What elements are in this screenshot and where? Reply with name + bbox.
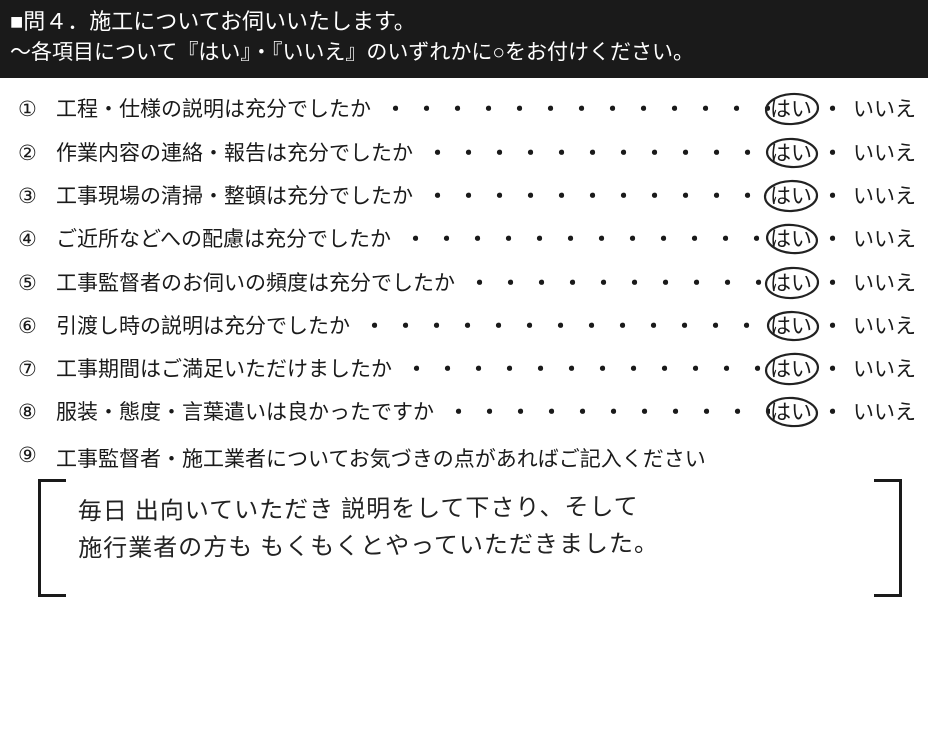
question-text: 工程・仕様の説明は充分でしたか: [56, 96, 371, 123]
answer-sep: ・: [822, 96, 843, 123]
answer-yes[interactable]: はい: [770, 270, 812, 297]
question-text: 工事監督者・施工業者についてお気づきの点があればご記入ください: [56, 443, 706, 473]
leader-dots: ・・・・・・・・・・・・・・・・・: [391, 226, 770, 253]
answer-yes[interactable]: はい: [770, 356, 812, 383]
question-number: ③: [18, 183, 56, 210]
answer-group: はい ・ いいえ: [770, 226, 916, 253]
question-text: 工事期間はご満足いただけましたか: [56, 356, 392, 383]
answer-yes-label: はい: [770, 272, 812, 295]
leader-dots: ・・・・・・・・・・・・・・・・・: [350, 313, 770, 340]
question-number: ⑥: [18, 313, 56, 340]
leader-dots: ・・・・・・・・・・・・・・・・・: [371, 96, 770, 123]
header-title: ■問４．施工についてお伺いいたします。: [10, 6, 918, 38]
question-text: 工事現場の清掃・整頓は充分でしたか: [56, 183, 413, 210]
question-number: ⑦: [18, 356, 56, 383]
handwritten-line: 毎日 出向いていただき 説明をして下さり、そして: [78, 487, 862, 531]
leader-dots: ・・・・・・・・・・・・・・・・・: [455, 270, 770, 297]
answer-no[interactable]: いいえ: [853, 270, 916, 297]
question-text: 作業内容の連絡・報告は充分でしたか: [56, 140, 413, 167]
question-text: 服装・態度・言葉遣いは良かったですか: [56, 399, 434, 426]
handwritten-response: 毎日 出向いていただき 説明をして下さり、そして 施行業者の方も もくもくとやっ…: [38, 479, 903, 573]
answer-yes-label: はい: [770, 228, 812, 251]
question-header: ■問４．施工についてお伺いいたします。 ～各項目について『はい』・『いいえ』のい…: [0, 0, 928, 78]
answer-sep: ・: [822, 226, 843, 253]
answer-sep: ・: [822, 356, 843, 383]
answer-group: はい ・ いいえ: [770, 356, 916, 383]
answer-no-label: いいえ: [853, 185, 916, 208]
question-row: ⑦ 工事期間はご満足いただけましたか ・・・・・・・・・・・・・・・・・ はい …: [18, 356, 916, 383]
answer-sep: ・: [822, 183, 843, 210]
answer-no-label: いいえ: [853, 401, 916, 424]
question-row: ④ ご近所などへの配慮は充分でしたか ・・・・・・・・・・・・・・・・・ はい …: [18, 226, 916, 253]
answer-yes[interactable]: はい: [770, 313, 812, 340]
answer-yes-label: はい: [770, 142, 812, 165]
answer-no-label: いいえ: [853, 142, 916, 165]
answer-yes[interactable]: はい: [770, 226, 812, 253]
answer-yes[interactable]: はい: [770, 96, 812, 123]
question-number: ⑤: [18, 270, 56, 297]
question-row: ⑥ 引渡し時の説明は充分でしたか ・・・・・・・・・・・・・・・・・ はい ・ …: [18, 313, 916, 340]
answer-sep: ・: [822, 270, 843, 297]
question-row: ⑧ 服装・態度・言葉遣いは良かったですか ・・・・・・・・・・・・・・・・・ は…: [18, 399, 916, 426]
question-text: 工事監督者のお伺いの頻度は充分でしたか: [56, 270, 455, 297]
answer-no-label: いいえ: [853, 228, 916, 251]
question-row: ② 作業内容の連絡・報告は充分でしたか ・・・・・・・・・・・・・・・・・ はい…: [18, 140, 916, 167]
answer-yes[interactable]: はい: [770, 183, 812, 210]
answer-yes-label: はい: [770, 401, 812, 424]
answer-sep: ・: [822, 313, 843, 340]
leader-dots: ・・・・・・・・・・・・・・・・・: [413, 183, 770, 210]
leader-dots: ・・・・・・・・・・・・・・・・・: [434, 399, 770, 426]
answer-no-label: いいえ: [853, 358, 916, 381]
answer-yes[interactable]: はい: [770, 140, 812, 167]
question-text: ご近所などへの配慮は充分でしたか: [56, 226, 391, 253]
answer-no[interactable]: いいえ: [853, 183, 916, 210]
question-number: ⑨: [18, 443, 56, 468]
answer-group: はい ・ いいえ: [770, 140, 916, 167]
question-row: ③ 工事現場の清掃・整頓は充分でしたか ・・・・・・・・・・・・・・・・・ はい…: [18, 183, 916, 210]
answer-group: はい ・ いいえ: [770, 399, 916, 426]
answer-yes-label: はい: [770, 98, 812, 121]
answer-yes-label: はい: [770, 185, 812, 208]
freeform-answer-box: 毎日 出向いていただき 説明をして下さり、そして 施行業者の方も もくもくとやっ…: [38, 483, 902, 603]
question-row: ⑤ 工事監督者のお伺いの頻度は充分でしたか ・・・・・・・・・・・・・・・・・ …: [18, 270, 916, 297]
question-row-freeform: ⑨ 工事監督者・施工業者についてお気づきの点があればご記入ください: [18, 443, 916, 473]
answer-no-label: いいえ: [853, 315, 916, 338]
answer-sep: ・: [822, 399, 843, 426]
answer-no[interactable]: いいえ: [853, 399, 916, 426]
question-number: ②: [18, 140, 56, 167]
question-number: ①: [18, 96, 56, 123]
header-subtitle: ～各項目について『はい』・『いいえ』のいずれかに○をお付けください。: [10, 38, 918, 68]
answer-group: はい ・ いいえ: [770, 270, 916, 297]
answer-yes-label: はい: [770, 315, 812, 338]
answer-yes-label: はい: [770, 358, 812, 381]
handwritten-line: 施行業者の方も もくもくとやっていただきました。: [78, 524, 862, 568]
answer-no[interactable]: いいえ: [853, 96, 916, 123]
answer-group: はい ・ いいえ: [770, 96, 916, 123]
answer-no[interactable]: いいえ: [853, 140, 916, 167]
answer-no[interactable]: いいえ: [853, 313, 916, 340]
leader-dots: ・・・・・・・・・・・・・・・・・: [392, 356, 770, 383]
question-list: ① 工程・仕様の説明は充分でしたか ・・・・・・・・・・・・・・・・・ はい ・…: [0, 78, 928, 608]
question-number: ④: [18, 226, 56, 253]
question-text: 引渡し時の説明は充分でしたか: [56, 313, 350, 340]
answer-no-label: いいえ: [853, 272, 916, 295]
answer-group: はい ・ いいえ: [770, 313, 916, 340]
answer-no[interactable]: いいえ: [853, 226, 916, 253]
answer-yes[interactable]: はい: [770, 399, 812, 426]
question-row: ① 工程・仕様の説明は充分でしたか ・・・・・・・・・・・・・・・・・ はい ・…: [18, 96, 916, 123]
answer-no-label: いいえ: [853, 98, 916, 121]
answer-no[interactable]: いいえ: [853, 356, 916, 383]
answer-sep: ・: [822, 140, 843, 167]
question-number: ⑧: [18, 399, 56, 426]
leader-dots: ・・・・・・・・・・・・・・・・・: [413, 140, 770, 167]
answer-group: はい ・ いいえ: [770, 183, 916, 210]
